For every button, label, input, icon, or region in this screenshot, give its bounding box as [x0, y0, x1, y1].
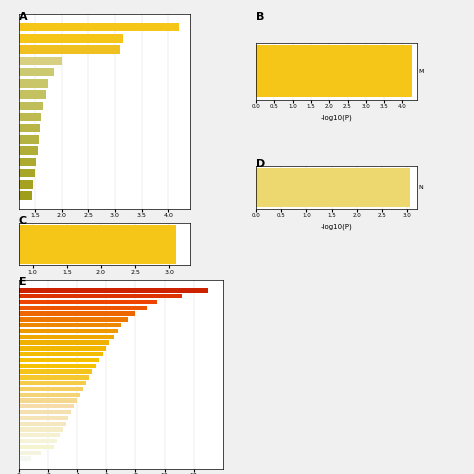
X-axis label: -log10(P): -log10(P) — [321, 223, 352, 230]
Bar — [19, 416, 68, 420]
X-axis label: -log10(P): -log10(P) — [321, 114, 352, 121]
Bar — [0, 169, 35, 177]
Text: A: A — [19, 12, 27, 22]
Bar — [19, 364, 96, 368]
Text: E: E — [19, 277, 27, 287]
Bar — [0, 57, 62, 65]
Bar — [19, 428, 63, 432]
Bar — [19, 387, 83, 391]
Bar — [19, 375, 89, 380]
Bar — [19, 306, 147, 310]
Bar — [0, 124, 40, 132]
Bar — [0, 34, 123, 43]
Bar — [0, 46, 120, 54]
X-axis label: -log10(P): -log10(P) — [89, 223, 120, 230]
Bar — [19, 456, 31, 461]
Bar — [19, 369, 92, 374]
Bar — [19, 288, 208, 292]
Bar — [19, 311, 136, 316]
Bar — [0, 146, 37, 155]
Bar — [19, 410, 72, 414]
Bar — [19, 340, 109, 345]
Bar — [0, 180, 33, 189]
Bar — [19, 421, 65, 426]
Text: M: M — [419, 69, 424, 73]
Text: B: B — [256, 12, 264, 22]
Bar — [19, 450, 41, 455]
X-axis label: -log10(P): -log10(P) — [89, 280, 120, 287]
Bar — [0, 158, 36, 166]
Bar — [19, 323, 121, 328]
Bar — [19, 439, 57, 443]
Bar — [19, 294, 182, 299]
Bar — [0, 135, 39, 144]
Bar — [0, 79, 48, 88]
Bar — [19, 404, 74, 409]
Bar — [19, 335, 114, 339]
Bar — [19, 433, 60, 438]
Bar — [0, 91, 46, 99]
Text: C: C — [19, 216, 27, 226]
Bar — [19, 398, 77, 403]
Bar — [19, 445, 54, 449]
Bar — [0, 68, 54, 76]
Bar — [19, 329, 118, 333]
Bar — [0, 113, 41, 121]
Text: N: N — [419, 185, 423, 190]
Bar — [19, 358, 99, 362]
Bar — [19, 346, 106, 351]
Bar — [19, 352, 103, 356]
Bar — [0, 191, 32, 200]
Bar — [19, 392, 80, 397]
Bar — [0, 101, 43, 110]
Bar — [0, 23, 179, 31]
Bar — [19, 300, 157, 304]
Text: D: D — [256, 159, 265, 169]
Bar — [19, 381, 86, 385]
Bar — [19, 317, 128, 321]
